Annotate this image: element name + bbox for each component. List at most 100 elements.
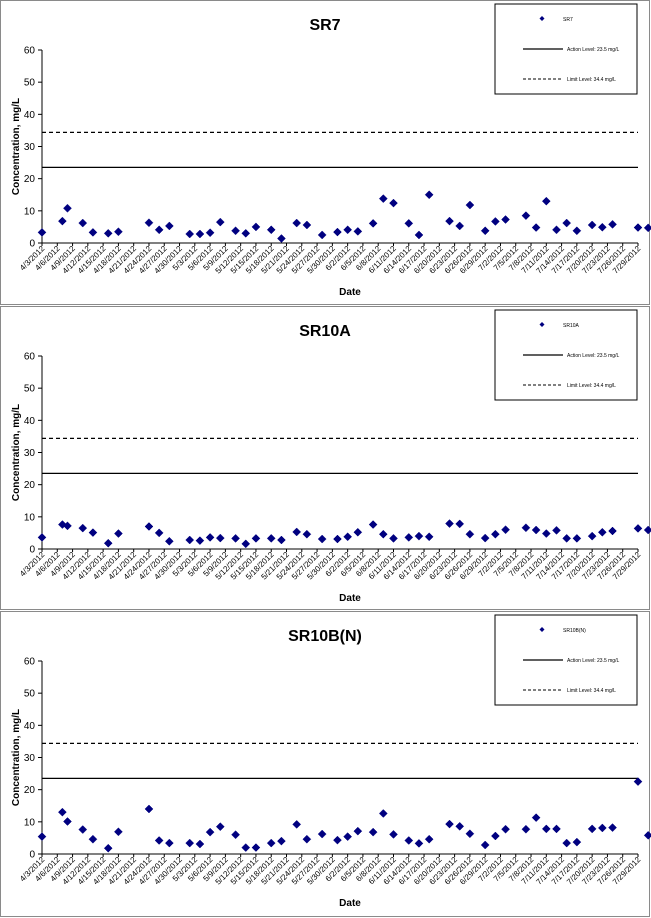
data-point: [37, 832, 47, 841]
data-point: [185, 535, 195, 545]
chart-svg-sr10bn: SR10B(N) 0 10 20 30 40 50 60 Concentration, mg/L…: [11, 614, 651, 909]
legend-marker: [539, 322, 545, 327]
data-point: [292, 218, 302, 228]
data-point: [88, 228, 98, 237]
data-point: [195, 839, 205, 849]
y-axis-label: Concentration, mg/L: [11, 98, 22, 195]
data-point: [368, 520, 378, 529]
legend-marker: [539, 627, 545, 632]
data-point: [521, 211, 531, 221]
data-point: [389, 830, 398, 839]
data-point: [414, 230, 424, 240]
data-point: [251, 534, 261, 543]
data-point: [572, 534, 582, 543]
data-point: [164, 221, 174, 231]
data-point: [205, 827, 215, 837]
chart-title: SR10B(N): [288, 628, 362, 645]
data-point: [205, 533, 215, 542]
data-point: [333, 227, 342, 237]
y-tick-label: 10: [24, 817, 36, 828]
data-point: [231, 534, 240, 543]
data-point: [572, 837, 582, 847]
y-tick-label: 0: [29, 850, 35, 861]
x-axis-label: Date: [339, 898, 361, 909]
y-tick-label: 50: [24, 78, 36, 89]
data-point: [343, 532, 352, 542]
data-point: [587, 824, 597, 834]
data-point: [302, 834, 312, 844]
legend-action-label: Action Level: 23.5 mg/L: [567, 47, 619, 53]
legend-series-label: SR7: [563, 17, 573, 23]
data-point: [333, 534, 342, 544]
data-point: [643, 830, 651, 840]
y-tick-label: 50: [24, 384, 36, 395]
data-point: [302, 220, 312, 230]
data-point: [424, 190, 434, 200]
y-axis-label: Concentration, mg/L: [11, 709, 22, 806]
data-point: [353, 227, 363, 236]
data-point: [231, 226, 240, 236]
data-point: [63, 521, 72, 531]
x-axis-label: Date: [339, 593, 361, 604]
data-point: [317, 829, 327, 839]
y-tick-label: 40: [24, 416, 36, 427]
data-point: [445, 216, 454, 226]
data-point: [266, 838, 276, 848]
chart-panel-sr10bn: SR10B(N) 0 10 20 30 40 50 60 Concentration, mg/L…: [0, 611, 651, 917]
data-point: [37, 533, 47, 542]
data-point: [78, 218, 88, 228]
data-point: [455, 821, 465, 831]
data-point: [144, 218, 154, 228]
data-point: [195, 536, 205, 545]
data-point: [154, 225, 164, 235]
data-point: [597, 222, 607, 232]
data-point: [541, 824, 551, 834]
data-point: [501, 824, 510, 834]
legend: SR7 Action Level: 23.5 mg/L Limit Level: 3…: [494, 3, 638, 95]
data-point: [58, 216, 67, 226]
data-point: [37, 228, 47, 237]
legend: SR10A Action Level: 23.5 mg/L Limit Level:…: [494, 309, 638, 401]
legend-limit-label: Limit Level: 34.4 mg/L: [567, 688, 616, 694]
data-point: [164, 838, 174, 848]
y-tick-label: 0: [29, 239, 35, 250]
data-point: [292, 527, 302, 537]
data-point: [562, 838, 572, 848]
data-point: [562, 534, 572, 543]
data-point: [608, 823, 617, 832]
data-point: [465, 529, 475, 539]
data-point: [491, 529, 500, 539]
data-point: [424, 834, 434, 844]
data-point: [643, 223, 651, 233]
chart-title: SR7: [309, 17, 340, 34]
data-point: [317, 230, 327, 240]
data-point: [78, 523, 88, 533]
data-point: [277, 836, 286, 846]
legend-action-label: Action Level: 23.5 mg/L: [567, 658, 619, 664]
y-tick-label: 20: [24, 785, 36, 796]
data-point: [597, 823, 607, 833]
data-point: [608, 526, 617, 536]
data-point: [58, 807, 67, 817]
data-point: [343, 225, 352, 235]
data-point: [154, 836, 164, 845]
legend-action-label: Action Level: 23.5 mg/L: [567, 353, 619, 359]
data-point: [541, 529, 551, 538]
data-point: [562, 218, 572, 228]
data-point: [587, 531, 597, 541]
legend-series-label: SR10B(N): [563, 628, 586, 634]
data-point: [114, 227, 123, 237]
data-point: [501, 215, 510, 224]
data-point: [643, 525, 651, 535]
y-tick-label: 60: [24, 657, 36, 668]
data-point: [445, 819, 454, 829]
data-point: [414, 839, 424, 848]
data-point: [103, 228, 113, 238]
data-point: [215, 822, 225, 832]
data-point: [552, 225, 561, 235]
data-point: [404, 836, 414, 845]
data-point: [491, 217, 500, 226]
data-point: [103, 843, 113, 853]
data-point: [144, 804, 154, 814]
